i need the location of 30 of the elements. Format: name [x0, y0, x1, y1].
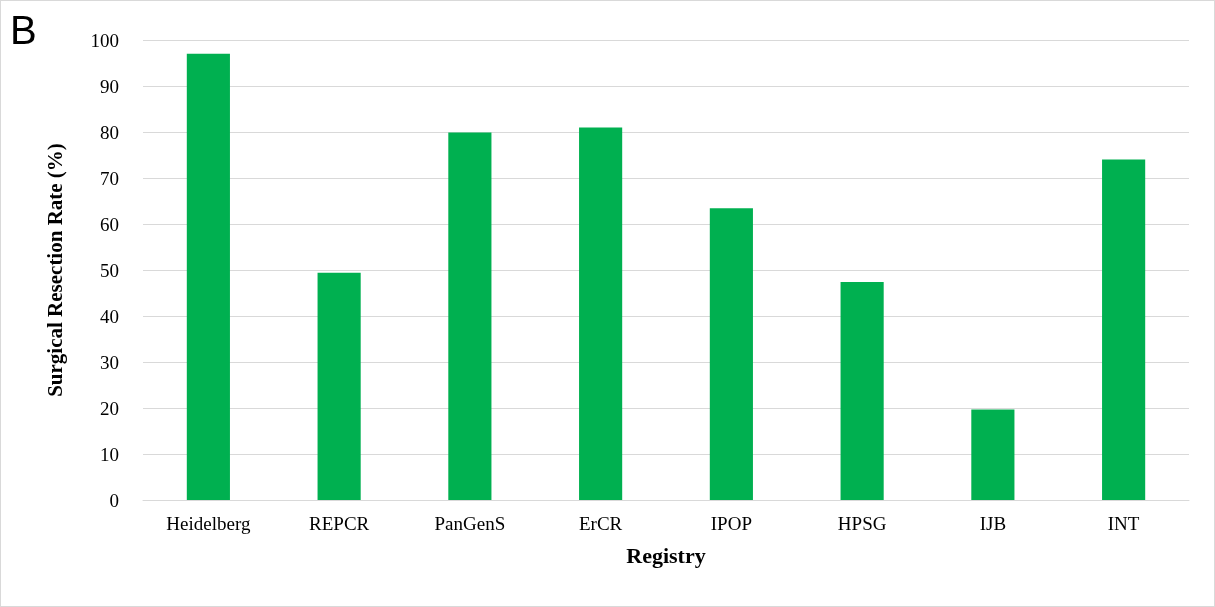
x-tick-label: REPCR [309, 513, 370, 534]
bar [186, 53, 230, 500]
x-axis-title: Registry [626, 542, 706, 568]
bar [579, 127, 623, 500]
y-tick-label: 60 [100, 213, 119, 235]
bar [317, 272, 361, 500]
text: B [10, 8, 37, 53]
y-tick-label: 40 [100, 305, 119, 327]
y-tick-label: 20 [100, 397, 119, 419]
x-tick-label: IJB [979, 513, 1007, 534]
y-tick-label: 10 [100, 443, 119, 465]
bar [840, 281, 884, 500]
y-tick-label: 0 [109, 489, 119, 511]
bar [1102, 159, 1146, 500]
bar [448, 132, 492, 500]
y-tick-label: 90 [100, 75, 119, 97]
x-tick-label: ErCR [578, 513, 623, 534]
x-tick-label: Heidelberg [166, 513, 251, 534]
x-tick-label: IPOP [710, 513, 752, 534]
y-tick-label: 100 [90, 29, 119, 51]
y-axis-title: Surgical Resection Rate (%) [42, 143, 67, 397]
y-tick-label: 70 [100, 167, 119, 189]
bar [971, 409, 1015, 500]
bar [709, 208, 753, 500]
x-tick-label: PanGenS [434, 513, 506, 534]
y-tick-label: 50 [100, 259, 119, 281]
y-tick-label: 80 [100, 121, 119, 143]
y-tick-label: 30 [100, 351, 119, 373]
x-tick-label: INT [1107, 513, 1140, 534]
x-tick-label: HPSG [837, 513, 887, 534]
